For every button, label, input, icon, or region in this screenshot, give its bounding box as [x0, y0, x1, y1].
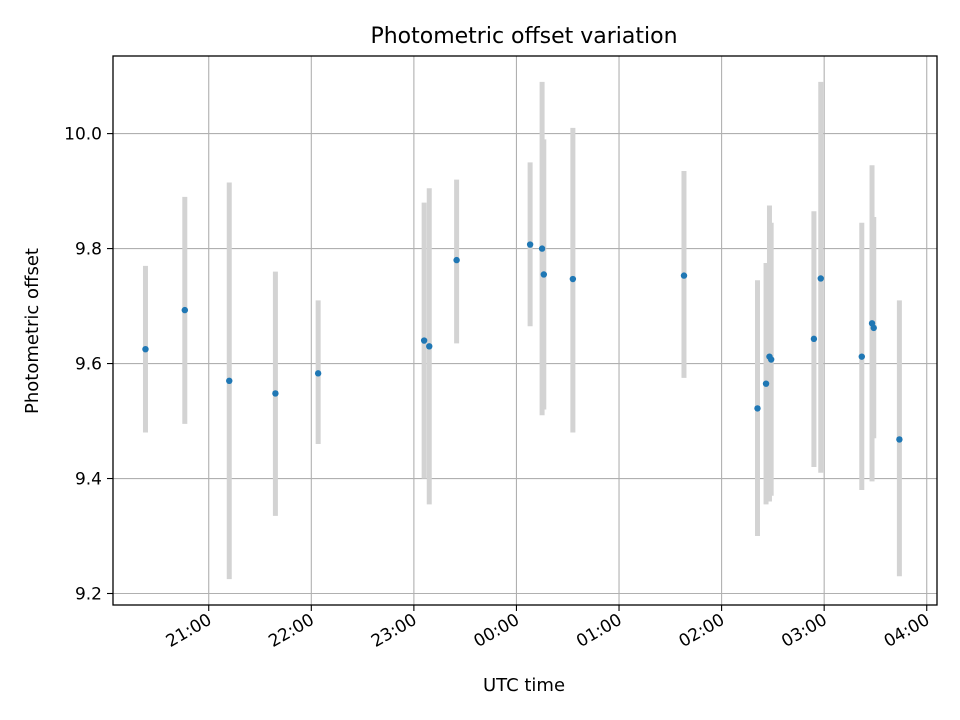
data-point — [142, 345, 149, 353]
data-point — [272, 390, 279, 397]
plot-frame — [112, 55, 938, 606]
grid — [113, 56, 937, 605]
data-point — [453, 256, 460, 264]
x-tick-label: 21:00 — [163, 610, 215, 652]
data-point — [420, 337, 428, 344]
data-point — [767, 356, 775, 363]
data-point — [426, 343, 433, 350]
data-point — [896, 436, 903, 443]
y-tick-label: 10.0 — [64, 125, 102, 145]
x-tick-label: 22:00 — [265, 610, 317, 652]
data-point — [569, 275, 577, 283]
y-tick-label: 9.8 — [75, 240, 102, 260]
data-points — [142, 241, 903, 443]
y-tick-label: 9.2 — [75, 585, 102, 605]
data-point — [762, 380, 770, 387]
y-tick-label: 9.4 — [75, 470, 102, 490]
data-point — [817, 275, 824, 282]
x-axis-ticks: 21:00 22:00 23:00 00:00 01:00 02:00 03:00 04:00 — [163, 605, 933, 652]
y-axis-label: Photometric offset — [22, 248, 43, 414]
chart-title: Photometric offset variation — [370, 24, 677, 49]
y-axis-ticks: 9.2 9.4 9.6 9.8 10.0 — [64, 125, 113, 605]
x-tick-label: 23:00 — [368, 610, 420, 652]
data-point — [858, 353, 865, 360]
data-point — [870, 324, 877, 332]
data-point — [540, 271, 548, 278]
x-tick-label: 01:00 — [573, 610, 625, 652]
x-tick-label: 00:00 — [471, 610, 523, 652]
data-point — [754, 405, 761, 412]
error-bars — [142, 81, 902, 580]
data-point — [538, 245, 546, 252]
data-point — [526, 241, 534, 248]
data-point — [314, 370, 322, 377]
data-point — [226, 377, 233, 385]
data-point — [810, 335, 818, 343]
y-tick-label: 9.6 — [75, 355, 102, 375]
data-point — [680, 272, 688, 279]
x-axis-label: UTC time — [483, 675, 565, 696]
data-point — [181, 306, 189, 314]
x-tick-label: 04:00 — [881, 610, 933, 652]
x-tick-label: 03:00 — [778, 610, 830, 652]
x-tick-label: 02:00 — [676, 610, 728, 652]
